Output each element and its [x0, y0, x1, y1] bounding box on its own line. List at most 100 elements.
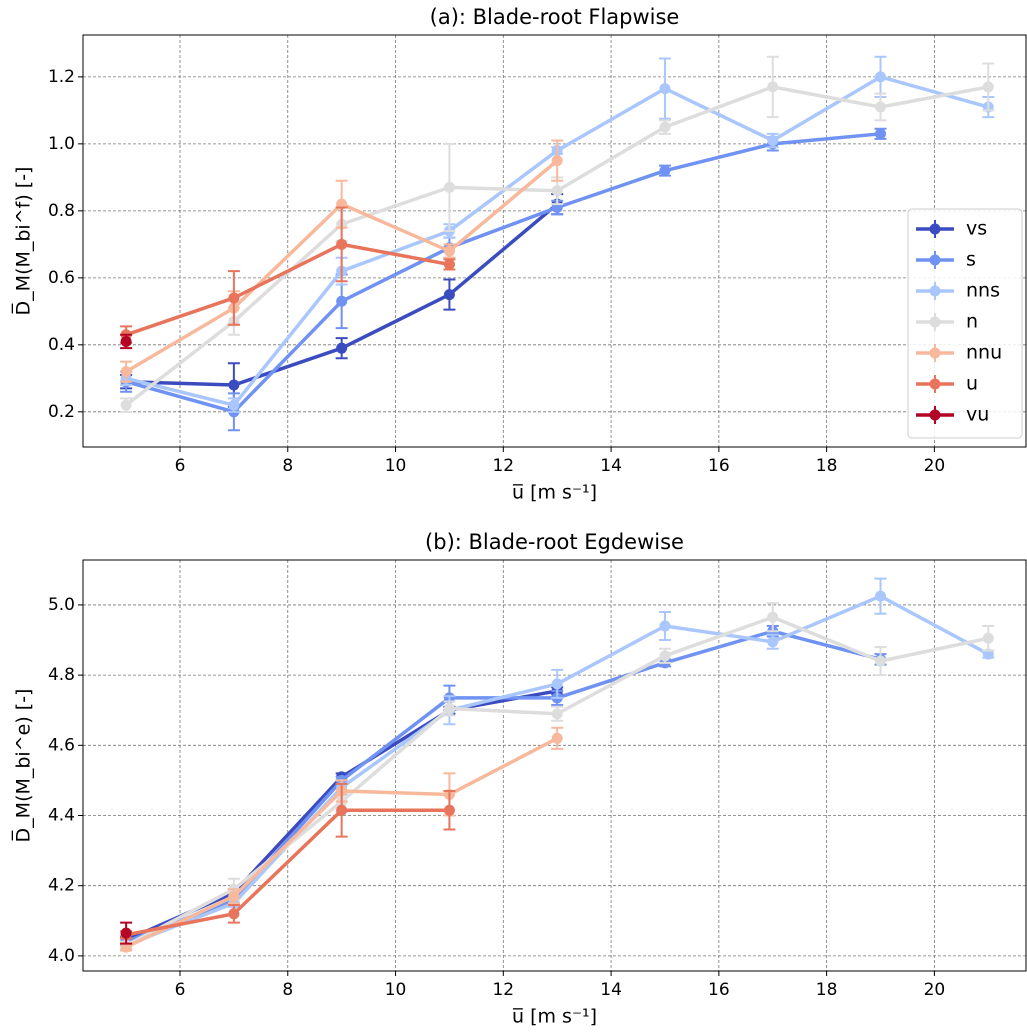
legend-label: nns: [966, 280, 1000, 302]
data-point: [659, 121, 671, 133]
data-point: [120, 927, 132, 939]
x-tick-label: 14: [600, 456, 622, 476]
data-point: [443, 289, 455, 301]
series: [120, 333, 133, 350]
x-tick-label: 8: [282, 980, 293, 1000]
legend: vs s nns n nnu u vu: [907, 208, 1023, 439]
legend-label: vu: [966, 404, 989, 426]
y-tick-label: 4.8: [48, 665, 75, 685]
y-tick-label: 1.2: [48, 67, 75, 87]
x-tick-label: 8: [282, 456, 293, 476]
data-point: [336, 804, 348, 816]
data-point: [659, 620, 671, 632]
data-point: [551, 155, 563, 167]
series-line: [125, 736, 559, 949]
legend-label: n: [966, 311, 978, 333]
data-point: [551, 732, 563, 744]
data-point: [551, 708, 563, 720]
data-point: [120, 335, 132, 347]
x-tick-label: 10: [385, 980, 407, 1000]
series: [120, 55, 995, 413]
legend-label: nnu: [966, 342, 1002, 364]
data-point: [228, 890, 240, 902]
data-point: [228, 908, 240, 920]
plot-frame: [82, 559, 1027, 972]
series-line: [125, 132, 881, 414]
data-point: [767, 611, 779, 623]
series: [120, 55, 995, 413]
y-tick-label: 0.8: [48, 201, 75, 221]
series: [120, 921, 133, 945]
series-line: [125, 75, 989, 407]
x-tick-label: 12: [492, 980, 514, 1000]
data-point: [982, 632, 994, 644]
x-tick-label: 18: [816, 456, 838, 476]
data-point: [120, 399, 132, 411]
series: [120, 127, 887, 432]
x-tick-label: 16: [708, 980, 730, 1000]
data-point: [228, 292, 240, 304]
plot-frame: [82, 34, 1027, 448]
series-line: [125, 615, 989, 947]
data-point: [659, 83, 671, 95]
y-tick-label: 4.2: [48, 876, 75, 896]
x-tick-label: 20: [924, 980, 946, 1000]
subplot: (b): Blade-root Egdewise 6 8 10 12 14 16 18 20 4.…: [10, 530, 1027, 1028]
data-point: [336, 342, 348, 354]
y-tick-label: 0.6: [48, 268, 75, 288]
data-point: [767, 636, 779, 648]
series: [120, 726, 564, 953]
y-tick-label: 1.0: [48, 134, 75, 154]
data-point: [767, 135, 779, 147]
series: [120, 206, 456, 345]
legend-swatch: [929, 316, 941, 328]
legend-swatch: [929, 254, 941, 266]
data-point: [767, 81, 779, 93]
data-point: [659, 650, 671, 662]
data-point: [228, 399, 240, 411]
y-tick-label: 4.6: [48, 735, 75, 755]
chart-title: (b): Blade-root Egdewise: [425, 530, 684, 554]
data-point: [336, 295, 348, 307]
x-tick-label: 6: [175, 456, 186, 476]
legend-label: vs: [966, 218, 987, 240]
data-point: [875, 128, 887, 140]
data-point: [875, 655, 887, 667]
subplot: (a): Blade-root Flapwise 6 8 10 12 14 16 18 20 0.…: [10, 5, 1027, 504]
series-line: [125, 242, 450, 337]
data-point: [336, 238, 348, 250]
y-tick-label: 4.4: [48, 806, 75, 826]
y-axis-label: D̅_M(M_bi^e) [-]: [10, 689, 34, 843]
series-line: [125, 808, 450, 937]
legend-swatch: [929, 223, 941, 235]
legend-label: s: [966, 249, 976, 271]
data-point: [228, 379, 240, 391]
data-point: [443, 245, 455, 257]
x-tick-label: 6: [175, 980, 186, 1000]
legend-swatch: [929, 347, 941, 359]
x-tick-label: 12: [492, 456, 514, 476]
y-tick-label: 4.0: [48, 946, 75, 966]
x-tick-label: 14: [600, 980, 622, 1000]
legend-label: u: [966, 373, 978, 395]
data-point: [443, 804, 455, 816]
legend-swatch: [929, 285, 941, 297]
data-point: [443, 181, 455, 193]
x-tick-label: 20: [924, 456, 946, 476]
y-tick-label: 0.2: [48, 402, 75, 422]
data-point: [659, 165, 671, 177]
x-axis-label: u̅ [m s⁻¹]: [512, 482, 597, 504]
data-point: [982, 81, 994, 93]
y-tick-label: 0.4: [48, 335, 75, 355]
legend-swatch: [929, 409, 941, 421]
data-point: [551, 185, 563, 197]
y-axis-label: D̅_M(M_bi^f) [-]: [10, 167, 34, 316]
data-point: [875, 590, 887, 602]
data-point: [875, 101, 887, 113]
chart-title: (a): Blade-root Flapwise: [430, 5, 680, 29]
x-tick-label: 16: [708, 456, 730, 476]
data-point: [443, 702, 455, 714]
x-tick-label: 10: [385, 456, 407, 476]
legend-swatch: [929, 378, 941, 390]
